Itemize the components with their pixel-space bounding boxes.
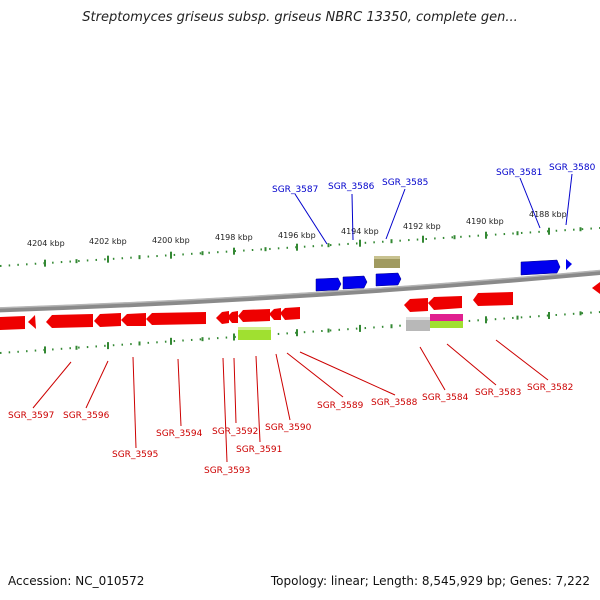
feature-magenta [430, 314, 463, 321]
gene-label-sgr-3591[interactable]: SGR_3591 [236, 445, 282, 455]
gene-label-sgr-3584[interactable]: SGR_3584 [422, 393, 469, 403]
gene-label-sgr-3592[interactable]: SGR_3592 [212, 427, 258, 437]
gene-sgr-3587[interactable] [315, 277, 342, 292]
gene-sgr-3584[interactable] [404, 298, 428, 312]
gene-sgr-3580[interactable] [566, 259, 572, 270]
gene-label-sgr-3590[interactable]: SGR_3590 [265, 423, 312, 433]
scale-label: 4190 kbp [466, 217, 504, 226]
topology-summary: Topology: linear; Length: 8,545,929 bp; … [270, 574, 590, 588]
gene-sgr-3590[interactable] [269, 308, 281, 320]
forward-genes [315, 256, 572, 292]
gene-sgr-3581[interactable] [520, 259, 561, 276]
gene-label-sgr-3581[interactable]: SGR_3581 [496, 168, 542, 178]
gene-label-sgr-3594[interactable]: SGR_3594 [156, 429, 203, 439]
chromosome-backbone [0, 269, 600, 313]
feature-gray [406, 317, 430, 331]
map-title: Streptomyces griseus subsp. griseus NBRC… [82, 10, 518, 25]
gene-label-sgr-3589[interactable]: SGR_3589 [317, 401, 364, 411]
scale-label: 4188 kbp [529, 210, 567, 219]
scale-label: 4200 kbp [152, 236, 190, 245]
forward-leaders [294, 173, 573, 245]
gene-label-sgr-3587[interactable]: SGR_3587 [272, 185, 318, 195]
reverse-genes [0, 282, 600, 340]
scale-labels: 4204 kbp 4202 kbp 4200 kbp 4198 kbp 4196… [27, 210, 567, 248]
gene-sgr-3582[interactable] [473, 292, 513, 306]
gene-sgr-3593[interactable] [216, 311, 229, 324]
feature-lime [430, 321, 463, 328]
gene-sgr-3585[interactable] [375, 272, 402, 287]
scale-label: 4204 kbp [27, 239, 65, 248]
accession-text: Accession: NC_010572 [8, 574, 145, 588]
gene-sgr-3595[interactable] [94, 313, 121, 327]
forward-labels: SGR_3587 SGR_3586 SGR_3585 SGR_3581 SGR_… [272, 163, 596, 195]
major-ticks [44, 227, 582, 354]
gene-label-sgr-3582[interactable]: SGR_3582 [527, 383, 573, 393]
scale-label: 4202 kbp [89, 237, 127, 246]
gene-sgr-3594[interactable] [146, 312, 206, 325]
gene-sgr-3597[interactable] [0, 316, 25, 330]
gene-sgr-3583[interactable] [428, 296, 462, 310]
gene-sgr-3591[interactable] [238, 309, 270, 322]
gene-label-sgr-3580[interactable]: SGR_3580 [549, 163, 596, 173]
reverse-leaders [32, 339, 549, 463]
gene-label-sgr-3585[interactable]: SGR_3585 [382, 178, 428, 188]
scale-label: 4198 kbp [215, 233, 253, 242]
gene-label-sgr-3593[interactable]: SGR_3593 [204, 466, 250, 476]
scale-label: 4196 kbp [278, 231, 316, 240]
gene-label-sgr-3588[interactable]: SGR_3588 [371, 398, 418, 408]
gene-label-sgr-3596[interactable]: SGR_3596 [63, 411, 110, 421]
reverse-labels: SGR_3597 SGR_3596 SGR_3595 SGR_3594 SGR_… [8, 383, 573, 476]
feature-yellowgreen [238, 327, 271, 340]
gene-label-sgr-3583[interactable]: SGR_3583 [475, 388, 521, 398]
gene-label-sgr-3586[interactable]: SGR_3586 [328, 182, 375, 192]
gene-label-sgr-3595[interactable]: SGR_3595 [112, 450, 158, 460]
gene-sgr-3596[interactable] [46, 314, 93, 328]
scale-label: 4192 kbp [403, 222, 441, 231]
scale-label: 4194 kbp [341, 227, 379, 236]
gene-sgr-3589[interactable] [280, 307, 300, 320]
gene-label-sgr-3597[interactable]: SGR_3597 [8, 411, 54, 421]
gene-sgr-3592[interactable] [227, 311, 238, 323]
gene-sgr-3586[interactable] [342, 275, 368, 290]
